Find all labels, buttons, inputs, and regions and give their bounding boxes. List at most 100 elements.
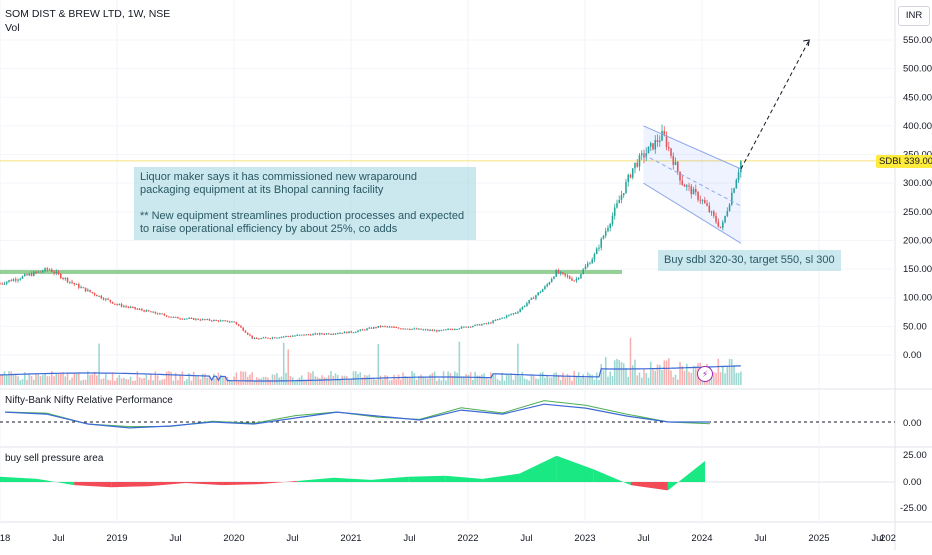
price-tick-label: 150.00 (903, 264, 932, 275)
candle-body (589, 263, 591, 265)
volume-bar (177, 380, 179, 385)
volume-bar (737, 372, 740, 385)
candle-body (616, 203, 618, 208)
rel-perf-title[interactable]: Nifty-Bank Nifty Relative Performance (5, 395, 173, 406)
candle-body (276, 337, 278, 339)
volume-bar (296, 379, 299, 385)
candle-body (0, 283, 1, 285)
candle-body (172, 316, 175, 318)
candle-body (600, 238, 603, 248)
pressure-area (519, 455, 557, 482)
candle-body (323, 333, 326, 335)
volume-bar (670, 370, 672, 385)
time-tick-label: Jul (637, 533, 649, 544)
news-annotation[interactable]: Liquor maker says it has commissioned ne… (134, 167, 476, 240)
volume-bar (476, 375, 479, 385)
trade-annotation[interactable]: Buy sdbl 320-30, target 550, sl 300 (658, 250, 841, 271)
candle-body (708, 205, 711, 212)
candle-body (267, 337, 269, 339)
candle-body (467, 326, 470, 328)
candle-body (593, 253, 596, 260)
lightning-icon[interactable]: ⚡ (697, 366, 713, 382)
pressure-area (333, 477, 372, 482)
symbol-title[interactable]: SOM DIST & BREW LTD, 1W, NSE (5, 8, 171, 20)
volume-bar (111, 372, 114, 385)
candle-body (625, 181, 627, 194)
volume-bar (548, 377, 551, 385)
volume-bar (330, 371, 332, 385)
candle-body (64, 277, 67, 279)
candle-body (226, 320, 229, 322)
volume-bar (10, 371, 13, 385)
candle-body (469, 326, 472, 328)
time-tick-label: 2024 (691, 533, 712, 544)
candle-body (1, 283, 4, 285)
volume-bar (427, 378, 429, 385)
pressure-title[interactable]: buy sell pressure area (5, 453, 104, 464)
volume-bar (604, 357, 607, 385)
candle-body (595, 248, 598, 254)
volume-bar (48, 376, 51, 385)
channel-midline (643, 154, 742, 207)
candle-body (584, 266, 587, 270)
channel-lower (643, 182, 742, 244)
candle-body (679, 171, 681, 181)
pressure-area (37, 478, 75, 486)
currency-button[interactable]: INR (898, 6, 930, 26)
volume-bar (0, 375, 1, 385)
volume-bar (519, 376, 521, 385)
candle-body (98, 295, 100, 297)
volume-bar (638, 372, 641, 385)
volume-bar (553, 373, 555, 385)
volume-bar (312, 371, 314, 385)
candle-body (478, 324, 481, 326)
candle-body (312, 333, 314, 336)
pressure-area (185, 482, 223, 486)
candle-body (713, 211, 715, 216)
candle-body (571, 278, 573, 281)
candle-body (395, 326, 398, 328)
volume-bar (307, 371, 310, 385)
volume-bar (253, 380, 256, 385)
time-tick-label: 202 (880, 533, 896, 544)
volume-bar (26, 379, 28, 385)
candle-body (514, 312, 517, 314)
volume-bar (249, 374, 251, 385)
volume-bar (494, 373, 497, 385)
price-tick-label: 400.00 (903, 121, 932, 132)
volume-bar (568, 375, 571, 385)
volume-bar (145, 374, 148, 385)
candle-body (546, 284, 548, 287)
volume-bar (357, 374, 359, 385)
price-tick-label: 0.00 (903, 350, 922, 361)
volume-bar (41, 375, 44, 385)
volume-bar (404, 376, 407, 385)
volume-bar (348, 379, 350, 385)
volume-bar (1, 373, 4, 385)
candle-body (663, 130, 666, 136)
volume-bar (582, 374, 584, 385)
volume-legend[interactable]: Vol (5, 22, 20, 34)
volume-bar (616, 358, 618, 385)
volume-bar (433, 371, 436, 385)
volume-bar (634, 359, 636, 385)
candle-body (674, 161, 677, 165)
volume-bar (323, 377, 326, 385)
candle-body (181, 318, 184, 320)
volume-bar (535, 378, 537, 385)
volume-bar (388, 380, 391, 385)
volume-bar (287, 349, 290, 385)
candle-body (654, 139, 657, 150)
candle-body (573, 280, 575, 282)
volume-bar (12, 373, 15, 385)
candle-body (382, 326, 384, 328)
candle-body (303, 334, 305, 336)
candle-body (3, 283, 6, 285)
volume-bar (663, 360, 666, 385)
volume-bar (190, 380, 193, 385)
candle-body (719, 226, 722, 228)
volume-bar (636, 375, 639, 385)
volume-bar (647, 377, 650, 385)
